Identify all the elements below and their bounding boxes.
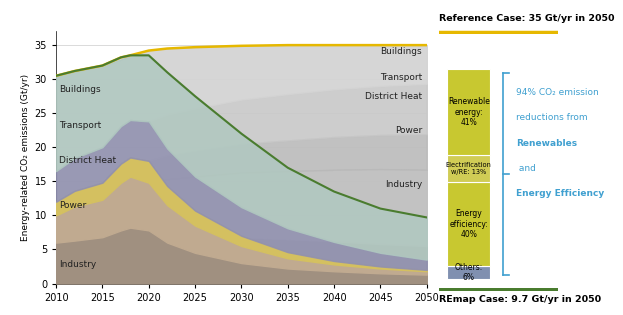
Text: Renewable
energy:
41%: Renewable energy: 41% bbox=[448, 97, 490, 127]
Text: Others:
6%: Others: 6% bbox=[455, 263, 483, 282]
Text: Buildings: Buildings bbox=[381, 48, 422, 56]
Text: Power: Power bbox=[59, 201, 86, 210]
Text: REmap Case: 9.7 Gt/yr in 2050: REmap Case: 9.7 Gt/yr in 2050 bbox=[439, 295, 601, 304]
Text: Transport: Transport bbox=[380, 73, 422, 82]
Text: Renewables: Renewables bbox=[516, 139, 577, 148]
Text: District Heat: District Heat bbox=[59, 157, 116, 165]
Text: Energy Efficiency: Energy Efficiency bbox=[516, 189, 604, 198]
Text: reductions from: reductions from bbox=[516, 113, 587, 123]
Bar bbox=[447, 69, 490, 155]
Y-axis label: Energy-related CO₂ emissions (Gt/yr): Energy-related CO₂ emissions (Gt/yr) bbox=[21, 74, 31, 241]
Text: Industry: Industry bbox=[385, 180, 422, 189]
Text: Buildings: Buildings bbox=[59, 85, 100, 94]
Text: 94% CO₂ emission: 94% CO₂ emission bbox=[516, 88, 599, 97]
Text: Energy
efficiency:
40%: Energy efficiency: 40% bbox=[449, 209, 488, 239]
Text: Reference Case: 35 Gt/yr in 2050: Reference Case: 35 Gt/yr in 2050 bbox=[439, 14, 615, 23]
Bar bbox=[447, 155, 490, 182]
Text: Electrification
w/RE: 13%: Electrification w/RE: 13% bbox=[446, 162, 492, 175]
Bar bbox=[447, 182, 490, 266]
Text: District Heat: District Heat bbox=[365, 92, 422, 101]
Text: Industry: Industry bbox=[59, 260, 96, 269]
Text: Power: Power bbox=[395, 126, 422, 135]
Bar bbox=[447, 266, 490, 279]
Text: and: and bbox=[516, 164, 536, 173]
Text: Transport: Transport bbox=[59, 121, 101, 130]
